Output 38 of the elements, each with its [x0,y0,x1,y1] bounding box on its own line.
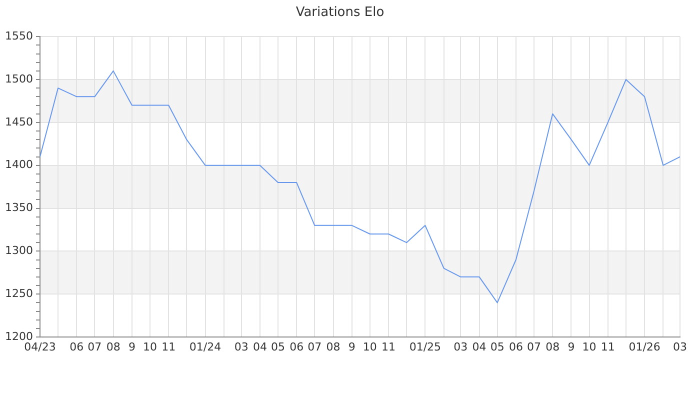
x-tick-label: 01/25 [409,340,442,354]
x-tick-label: 11 [600,340,615,354]
x-tick-label: 06 [290,340,304,354]
x-tick-label: 06 [508,340,523,354]
y-tick-label: 1200 [5,330,33,343]
y-tick-label: 1300 [5,244,33,258]
x-tick-label: 08 [546,340,560,354]
x-tick-label: 9 [128,340,136,354]
x-tick-label: 05 [270,340,285,354]
x-tick-label: 03 [673,340,687,354]
chart-title: Variations Elo [296,5,384,20]
x-tick-label: 01/24 [189,340,222,354]
x-tick-label: 08 [326,340,340,354]
y-tick-label: 1350 [5,201,33,214]
x-tick-label: 01/26 [628,340,660,354]
x-tick-label: 11 [382,340,396,354]
x-tick-label: 9 [348,340,356,354]
y-tick-label: 1550 [5,29,33,42]
x-tick-label: 10 [582,340,596,354]
x-tick-label: 05 [490,340,504,354]
x-tick-label: 9 [568,340,575,354]
x-tick-label: 11 [162,340,176,354]
x-tick-label: 04 [472,340,486,354]
y-tick-label: 1250 [5,286,33,300]
y-tick-label: 1500 [5,72,33,86]
x-tick-label: 06 [70,340,84,354]
x-tick-label: 07 [526,340,541,354]
x-tick-label: 04 [252,340,267,354]
x-tick-label: 10 [362,340,377,354]
x-tick-label: 08 [106,340,120,354]
x-tick-label: 03 [234,340,248,354]
x-tick-label: 07 [88,340,102,354]
x-tick-label: 10 [142,340,157,354]
y-tick-label: 1450 [5,115,33,128]
x-tick-label: 03 [454,340,468,354]
x-tick-label: 04/23 [24,340,56,354]
y-tick-label: 1400 [5,158,33,172]
x-tick-label: 07 [308,340,322,354]
